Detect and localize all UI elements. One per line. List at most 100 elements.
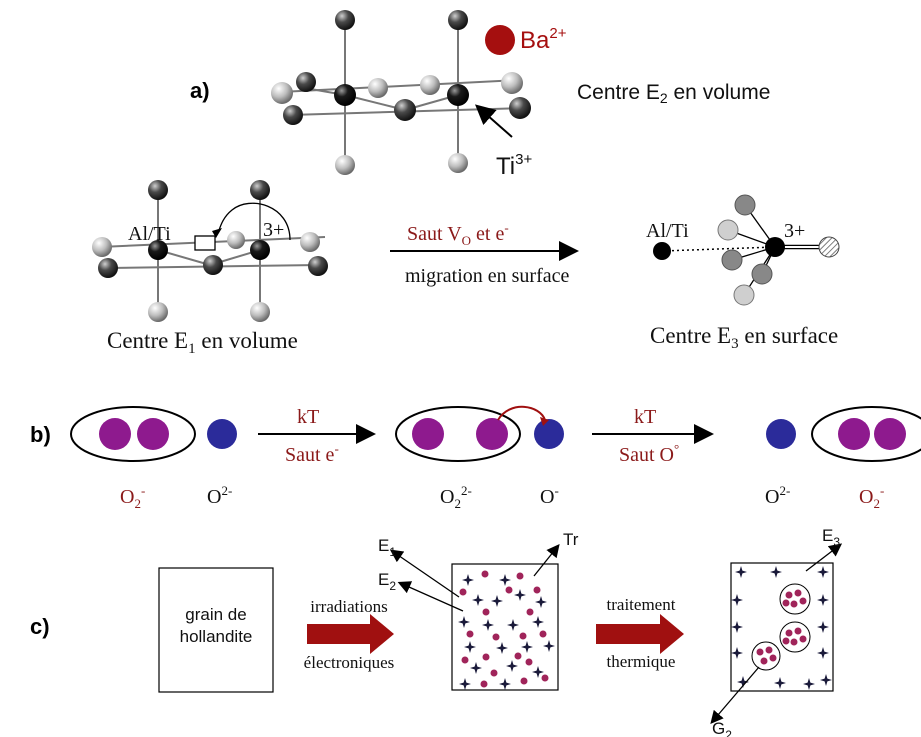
trap-marker	[519, 632, 527, 640]
e2-atoms	[271, 10, 531, 175]
color-center-marker	[817, 594, 829, 606]
ti-label: Ti3+	[496, 151, 532, 180]
o2-minus-ellipse-left	[70, 406, 196, 462]
trap-marker	[459, 588, 467, 596]
trap-marker	[514, 652, 522, 660]
ti-pointer-arrow	[475, 104, 513, 138]
tr-label: Tr	[563, 530, 579, 549]
e1-charge-label: 3+	[263, 219, 284, 241]
e1-pointer	[389, 549, 460, 598]
trap-marker	[541, 674, 549, 682]
color-center-marker	[803, 678, 815, 690]
tr-pointer	[533, 543, 560, 577]
oxygen-atom-purple	[838, 418, 870, 450]
e1-atoms	[92, 180, 328, 322]
saut-o-label: Saut O°	[619, 441, 679, 466]
e2-pointer	[397, 581, 464, 612]
color-center-marker	[543, 640, 555, 652]
oxygen-atom-purple	[412, 418, 444, 450]
oxygen-atom-purple	[137, 418, 169, 450]
electron-jump-arrow	[497, 405, 546, 421]
color-center-marker	[817, 647, 829, 659]
color-center-marker	[470, 662, 482, 674]
trap-marker	[481, 570, 489, 578]
center-e1-label: Centre E1 en volume	[107, 328, 298, 357]
color-center-marker	[774, 677, 786, 689]
irradiation-label-bottom: électroniques	[304, 653, 395, 672]
barium-icon	[485, 25, 515, 55]
e1-al-ti-label: Al/Ti	[128, 223, 171, 245]
o2-2minus-ellipse	[395, 406, 521, 462]
trap-marker	[490, 669, 498, 677]
panel-c: c) grain de hollandite irradiations élec…	[30, 526, 843, 737]
color-center-marker	[458, 616, 470, 628]
color-center-marker	[521, 641, 533, 653]
e3-structure	[653, 194, 840, 306]
oxygen-atom-purple	[476, 418, 508, 450]
label-o-2minus-right: O2-	[765, 483, 790, 508]
e3-label: E3	[822, 526, 840, 549]
color-center-marker	[464, 641, 476, 653]
color-center-marker	[737, 676, 749, 688]
grain-line1: grain de	[185, 605, 246, 624]
oxygen-atom-purple	[99, 418, 131, 450]
color-center-marker	[514, 589, 526, 601]
thermal-label-bottom: thermique	[607, 652, 676, 671]
color-center-marker	[770, 566, 782, 578]
grain-box	[158, 567, 274, 693]
vacancy-jump-arrowhead	[212, 228, 222, 238]
trap-marker	[492, 633, 500, 641]
color-center-marker	[535, 596, 547, 608]
oxygen-atom-purple	[874, 418, 906, 450]
thermal-label-top: traitement	[607, 595, 676, 614]
o2-minus-ellipse-right	[811, 406, 921, 462]
migration-label: migration en surface	[405, 265, 569, 287]
irradiation-arrow	[307, 614, 394, 654]
trap-marker	[482, 608, 490, 616]
trap-marker	[480, 680, 488, 688]
trap-marker	[466, 630, 474, 638]
oxygen-atom-blue	[766, 419, 796, 449]
color-center-marker	[482, 619, 494, 631]
e2-label: E2	[378, 570, 396, 593]
color-center-marker	[499, 678, 511, 690]
ba-label: Ba2+	[520, 25, 567, 54]
color-center-marker	[731, 647, 743, 659]
color-center-marker	[496, 642, 508, 654]
color-center-marker	[506, 660, 518, 672]
label-o2-minus-right: O2-	[859, 483, 884, 511]
color-center-marker	[735, 566, 747, 578]
trap-marker	[505, 586, 513, 594]
trap-marker	[526, 608, 534, 616]
label-o2-minus-left: O2-	[120, 483, 145, 511]
label-o2-2minus: O22-	[440, 483, 472, 511]
panel-b: b) kT Saut e- kT Saut O° O2-	[30, 405, 921, 511]
color-center-marker	[532, 666, 544, 678]
gas-clusters	[751, 583, 811, 671]
e3-al-ti-label: Al/Ti	[646, 220, 689, 242]
trap-marker	[482, 653, 490, 661]
defects-treated	[731, 566, 832, 690]
e3-pointer	[805, 543, 843, 572]
panel-c-label: c)	[30, 614, 50, 639]
vacancy-jump-arrow	[217, 202, 291, 241]
saut-vo-label: Saut VO et e-	[407, 220, 509, 248]
color-center-marker	[820, 674, 832, 686]
e1-bonds	[99, 190, 326, 312]
center-e2-label: Centre E2 en volume	[577, 81, 770, 106]
irradiation-label-top: irradiations	[310, 597, 387, 616]
g2-label: G2	[712, 719, 732, 737]
kt-label-1: kT	[297, 406, 319, 428]
color-center-marker	[507, 619, 519, 631]
color-center-marker	[731, 594, 743, 606]
trap-marker	[516, 572, 524, 580]
center-e3-label: Centre E3 en surface	[650, 323, 838, 352]
trap-marker	[539, 630, 547, 638]
color-center-marker	[472, 594, 484, 606]
g2-pointer	[710, 666, 760, 724]
color-center-marker	[462, 574, 474, 586]
color-center-marker	[499, 574, 511, 586]
color-center-marker	[491, 595, 503, 607]
kt-label-2: kT	[634, 406, 656, 428]
